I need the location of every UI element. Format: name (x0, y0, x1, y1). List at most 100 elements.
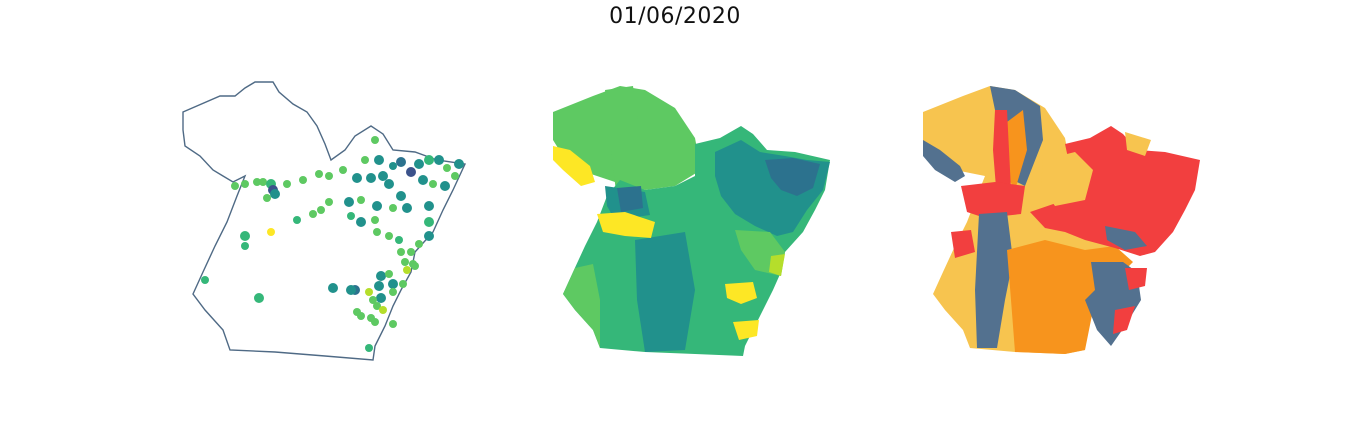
map-point (270, 189, 280, 199)
region (1007, 110, 1027, 190)
map-point (356, 217, 366, 227)
map-point (371, 136, 379, 144)
map-point (418, 175, 428, 185)
region (961, 182, 1025, 218)
map-point (395, 236, 403, 244)
region (1125, 132, 1151, 156)
map-point (379, 306, 387, 314)
map-point (371, 318, 379, 326)
map-point (346, 285, 356, 295)
map-point (451, 172, 459, 180)
points-map (182, 81, 467, 361)
map-point (389, 162, 397, 170)
map-point (365, 288, 373, 296)
map-point (374, 281, 384, 291)
map-point (267, 228, 275, 236)
map-point (396, 191, 406, 201)
map-point (365, 344, 373, 352)
map-point (406, 167, 416, 177)
map-point (429, 180, 437, 188)
map-point (385, 232, 393, 240)
map-point (315, 170, 323, 178)
map-point (241, 180, 249, 188)
region (975, 212, 1013, 348)
region (1105, 226, 1147, 250)
map-point (424, 217, 434, 227)
map-point (317, 206, 325, 214)
map-point (369, 296, 377, 304)
region (993, 110, 1011, 200)
region (923, 140, 965, 182)
map-point (201, 276, 209, 284)
map-point (396, 157, 406, 167)
viridis-choropleth (553, 86, 830, 356)
map-point (240, 231, 250, 241)
map-point (454, 159, 464, 169)
map-point (231, 182, 239, 190)
map-point (402, 203, 412, 213)
map-point (259, 178, 267, 186)
map-point (389, 288, 397, 296)
category-choropleth (923, 86, 1200, 354)
map-point (366, 173, 376, 183)
map-point (424, 231, 434, 241)
map-point (411, 262, 419, 270)
map-point (384, 179, 394, 189)
state-outline (182, 81, 467, 361)
map-point (443, 164, 451, 172)
map-point (325, 172, 333, 180)
region (951, 230, 975, 258)
map-point (440, 181, 450, 191)
map-point (241, 242, 249, 250)
map-point (344, 197, 354, 207)
map-point (415, 240, 423, 248)
region (617, 186, 643, 212)
region (553, 146, 595, 186)
region (1025, 186, 1050, 212)
map-point (372, 201, 382, 211)
map-point (373, 302, 381, 310)
map-point (283, 180, 291, 188)
region (597, 212, 655, 238)
map-point (373, 228, 381, 236)
map-point (424, 201, 434, 211)
map-point (434, 155, 444, 165)
map-point (352, 173, 362, 183)
map-point (263, 194, 271, 202)
region (765, 158, 820, 196)
map-point (374, 155, 384, 165)
map-point (299, 176, 307, 184)
map-point (389, 204, 397, 212)
map-point (401, 258, 409, 266)
map-point (378, 171, 388, 181)
region (635, 232, 695, 352)
map-point (357, 196, 365, 204)
region (1125, 268, 1147, 290)
map-point (353, 308, 361, 316)
map-point (397, 248, 405, 256)
region (1041, 152, 1093, 206)
map-point (414, 159, 424, 169)
map-point (376, 271, 386, 281)
map-point (424, 155, 434, 165)
region (725, 282, 757, 304)
map-point (253, 178, 261, 186)
map-point (339, 166, 347, 174)
region (1113, 306, 1135, 334)
map-point (407, 248, 415, 256)
map-point (309, 210, 317, 218)
map-point (385, 270, 393, 278)
map-point (399, 280, 407, 288)
map-point (293, 216, 301, 224)
region (563, 264, 600, 348)
map-point (325, 198, 333, 206)
region (733, 320, 759, 340)
map-point (361, 156, 369, 164)
region (1085, 262, 1141, 346)
region (605, 86, 641, 200)
map-point (403, 266, 411, 274)
region (769, 254, 785, 276)
figure-title: 01/06/2020 (609, 4, 741, 29)
map-point (328, 283, 338, 293)
map-point (254, 293, 264, 303)
